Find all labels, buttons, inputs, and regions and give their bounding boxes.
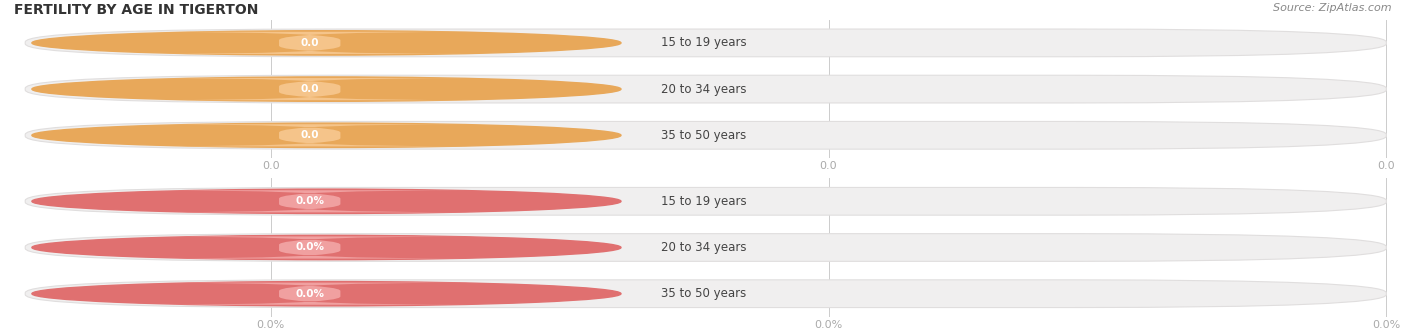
Text: 35 to 50 years: 35 to 50 years <box>661 287 747 300</box>
Text: 0.0: 0.0 <box>301 130 319 140</box>
FancyBboxPatch shape <box>139 32 479 54</box>
FancyBboxPatch shape <box>139 236 479 259</box>
FancyBboxPatch shape <box>25 187 1386 215</box>
FancyBboxPatch shape <box>25 75 1386 103</box>
FancyBboxPatch shape <box>25 280 1386 308</box>
Text: 0.0: 0.0 <box>301 38 319 48</box>
Circle shape <box>32 281 621 306</box>
Text: 20 to 34 years: 20 to 34 years <box>661 241 747 254</box>
FancyBboxPatch shape <box>139 78 479 100</box>
Text: FERTILITY BY AGE IN TIGERTON: FERTILITY BY AGE IN TIGERTON <box>14 3 259 17</box>
Circle shape <box>32 189 621 214</box>
Text: 0.0: 0.0 <box>301 84 319 94</box>
Text: 0.0%: 0.0% <box>295 289 325 299</box>
FancyBboxPatch shape <box>25 234 1386 261</box>
Circle shape <box>32 235 621 260</box>
Text: 15 to 19 years: 15 to 19 years <box>661 195 747 208</box>
Text: 35 to 50 years: 35 to 50 years <box>661 129 747 142</box>
Circle shape <box>32 77 621 101</box>
Text: 0.0%: 0.0% <box>295 196 325 206</box>
FancyBboxPatch shape <box>139 190 479 213</box>
Text: 20 to 34 years: 20 to 34 years <box>661 82 747 96</box>
Text: 0.0%: 0.0% <box>295 243 325 252</box>
FancyBboxPatch shape <box>139 124 479 147</box>
Text: Source: ZipAtlas.com: Source: ZipAtlas.com <box>1274 3 1392 13</box>
FancyBboxPatch shape <box>25 29 1386 57</box>
FancyBboxPatch shape <box>139 282 479 305</box>
Circle shape <box>32 31 621 55</box>
Circle shape <box>32 123 621 148</box>
Text: 15 to 19 years: 15 to 19 years <box>661 36 747 49</box>
FancyBboxPatch shape <box>25 121 1386 149</box>
